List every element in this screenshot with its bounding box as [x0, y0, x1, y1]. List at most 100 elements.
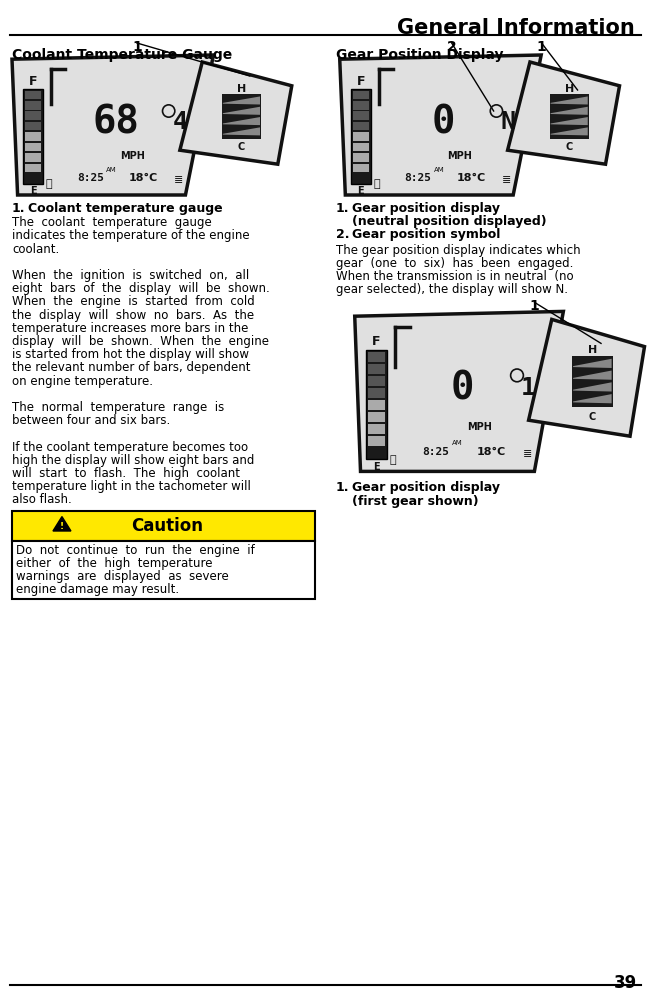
Polygon shape	[223, 117, 260, 125]
Text: H: H	[237, 84, 246, 94]
Text: MPH: MPH	[120, 151, 145, 161]
Bar	[368, 364, 385, 374]
Text: temperature light in the tachometer will: temperature light in the tachometer will	[12, 480, 251, 493]
Bar	[367, 350, 387, 459]
Text: 1.: 1.	[336, 481, 349, 494]
Text: H: H	[588, 345, 597, 355]
Polygon shape	[12, 55, 214, 195]
Text: E: E	[373, 462, 380, 472]
Text: the relevant number of bars, dependent: the relevant number of bars, dependent	[12, 361, 251, 374]
Text: Gear position display: Gear position display	[352, 202, 500, 215]
Text: F: F	[357, 75, 365, 88]
Text: engine damage may result.: engine damage may result.	[16, 583, 179, 596]
Text: F: F	[29, 75, 37, 88]
Text: the  display  will  show  no  bars.  As  the: the display will show no bars. As the	[12, 309, 254, 322]
Text: (neutral position displayed): (neutral position displayed)	[352, 215, 546, 228]
Text: (first gear shown): (first gear shown)	[352, 495, 478, 508]
Bar	[353, 132, 368, 141]
Text: will  start  to  flash.  The  high  coolant: will start to flash. The high coolant	[12, 467, 240, 480]
Text: warnings  are  displayed  as  severe: warnings are displayed as severe	[16, 570, 229, 583]
Polygon shape	[573, 371, 612, 380]
Text: General Information: General Information	[396, 18, 635, 38]
Text: eight  bars  of  the  display  will  be  shown.: eight bars of the display will be shown.	[12, 282, 270, 295]
Text: 1.: 1.	[12, 202, 25, 215]
Bar	[25, 101, 41, 110]
Text: 0: 0	[450, 369, 474, 407]
Text: H: H	[564, 84, 574, 94]
Bar	[25, 91, 41, 99]
Text: 8:25: 8:25	[422, 447, 449, 457]
Bar	[351, 89, 370, 184]
Polygon shape	[223, 127, 260, 135]
Bar	[368, 376, 385, 386]
Polygon shape	[180, 62, 292, 164]
Bar	[368, 352, 385, 362]
Text: Caution: Caution	[131, 517, 203, 535]
Text: coolant.: coolant.	[12, 243, 59, 256]
Bar	[25, 143, 41, 151]
Text: 4: 4	[173, 110, 187, 134]
Bar	[368, 436, 385, 446]
Bar	[12, 511, 314, 541]
Bar	[353, 153, 368, 162]
Bar	[23, 89, 43, 184]
Text: 1: 1	[132, 40, 142, 54]
Text: !: !	[60, 522, 64, 531]
Bar	[368, 388, 385, 398]
Text: 39: 39	[615, 974, 637, 992]
Bar	[25, 164, 41, 172]
Text: When the transmission is in neutral  (no: When the transmission is in neutral (no	[336, 270, 574, 283]
Text: 1: 1	[530, 299, 540, 313]
Bar	[25, 132, 41, 141]
Polygon shape	[508, 62, 620, 164]
Text: also flash.: also flash.	[12, 493, 72, 506]
Polygon shape	[223, 107, 260, 115]
Text: The  normal  temperature  range  is: The normal temperature range is	[12, 401, 224, 414]
Text: 1: 1	[521, 376, 536, 400]
Text: MPH: MPH	[467, 422, 492, 432]
Polygon shape	[529, 319, 644, 436]
Text: ≣: ≣	[174, 175, 183, 185]
Bar	[368, 412, 385, 422]
Bar	[353, 111, 368, 120]
Text: 68: 68	[92, 103, 139, 141]
Text: Do  not  continue  to  run  the  engine  if: Do not continue to run the engine if	[16, 544, 255, 557]
Text: AM: AM	[452, 440, 463, 446]
Polygon shape	[573, 394, 612, 403]
Text: high the display will show eight bars and: high the display will show eight bars an…	[12, 454, 255, 467]
Text: 1: 1	[536, 40, 546, 54]
Text: C: C	[566, 142, 573, 152]
Bar	[368, 400, 385, 410]
Text: When  the  ignition  is  switched  on,  all: When the ignition is switched on, all	[12, 269, 249, 282]
Text: 0: 0	[432, 103, 455, 141]
Text: E: E	[30, 186, 36, 196]
Text: AM: AM	[434, 167, 445, 173]
Bar	[353, 122, 368, 130]
Text: C: C	[238, 142, 245, 152]
Text: N: N	[500, 110, 515, 134]
Text: The  coolant  temperature  gauge: The coolant temperature gauge	[12, 216, 212, 229]
Text: Gear position symbol: Gear position symbol	[352, 228, 500, 241]
Text: The gear position display indicates which: The gear position display indicates whic…	[336, 244, 581, 257]
Polygon shape	[551, 96, 588, 105]
Text: 2.: 2.	[336, 228, 349, 241]
Text: indicates the temperature of the engine: indicates the temperature of the engine	[12, 229, 249, 242]
Text: on engine temperature.: on engine temperature.	[12, 375, 153, 388]
Text: Gear Position Display: Gear Position Display	[336, 48, 503, 62]
Text: 18°C: 18°C	[456, 173, 486, 183]
Bar	[353, 101, 368, 110]
Bar	[25, 111, 41, 120]
Bar	[12, 541, 314, 599]
Text: Coolant Temperature Gauge: Coolant Temperature Gauge	[12, 48, 232, 62]
Text: AM: AM	[106, 167, 117, 173]
Polygon shape	[340, 55, 541, 195]
Bar	[222, 94, 261, 139]
Text: 8:25: 8:25	[77, 173, 104, 183]
Text: C: C	[589, 412, 596, 422]
Text: between four and six bars.: between four and six bars.	[12, 414, 171, 427]
Bar	[368, 424, 385, 434]
Text: When  the  engine  is  started  from  cold: When the engine is started from cold	[12, 295, 255, 308]
Text: ⛽: ⛽	[389, 455, 396, 465]
Bar	[25, 122, 41, 130]
Text: gear  (one  to  six)  has  been  engaged.: gear (one to six) has been engaged.	[336, 257, 573, 270]
